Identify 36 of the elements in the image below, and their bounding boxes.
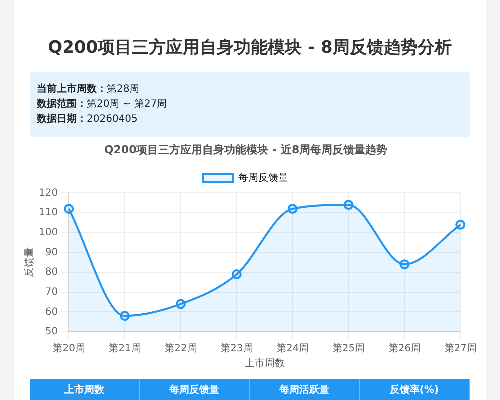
x-tick-label: 第20周 (52, 342, 86, 355)
point (120, 311, 130, 322)
y-tick-label: 90 (45, 247, 58, 258)
x-tick-label: 第22周 (164, 342, 198, 355)
point (64, 204, 74, 214)
y-tick-label: 80 (45, 267, 58, 278)
y-tick-label: 100 (38, 227, 58, 238)
text: 当前上市周数：第28周 (37, 82, 141, 97)
point (344, 200, 354, 210)
point (400, 260, 410, 270)
x-tick-label: 第21周 (108, 342, 142, 355)
y-tick-label: 70 (45, 286, 58, 298)
chart-title: Q200项目三方应用自身功能模块 - 8周反馈趋势分析 (47, 37, 453, 59)
chart-subtitle: Q200项目三方应用自身功能模块 - 近8周每周反馈量趋势 (104, 143, 388, 156)
point (232, 269, 242, 280)
point (456, 220, 466, 230)
text: 每周反馈量 (140, 379, 250, 400)
x-tick-label: 第26周 (388, 342, 422, 355)
x-axis-title: 上市周数 (244, 358, 285, 370)
text: 反馈率(%) (360, 379, 470, 400)
text: 数据范围：第20周 ~ 第27周 (37, 98, 168, 112)
legend-label: 每周反馈量 (238, 172, 288, 184)
y-tick-label: 120 (38, 188, 58, 199)
x-tick-label: 第23周 (220, 342, 254, 355)
y-tick-label: 60 (45, 306, 58, 318)
text: 每周活跃量 (250, 379, 360, 400)
y-tick-label: 110 (38, 208, 58, 219)
text: 数据日期：20260405 (37, 112, 139, 127)
y-axis-title: 反馈量 (24, 248, 36, 278)
x-tick-label: 第25周 (332, 342, 366, 355)
y-tick-label: 50 (45, 326, 58, 338)
text: 上市周数 (30, 379, 140, 400)
point (176, 299, 186, 310)
point (288, 204, 298, 214)
x-tick-label: 第27周 (444, 342, 478, 355)
x-tick-label: 第24周 (276, 342, 310, 355)
